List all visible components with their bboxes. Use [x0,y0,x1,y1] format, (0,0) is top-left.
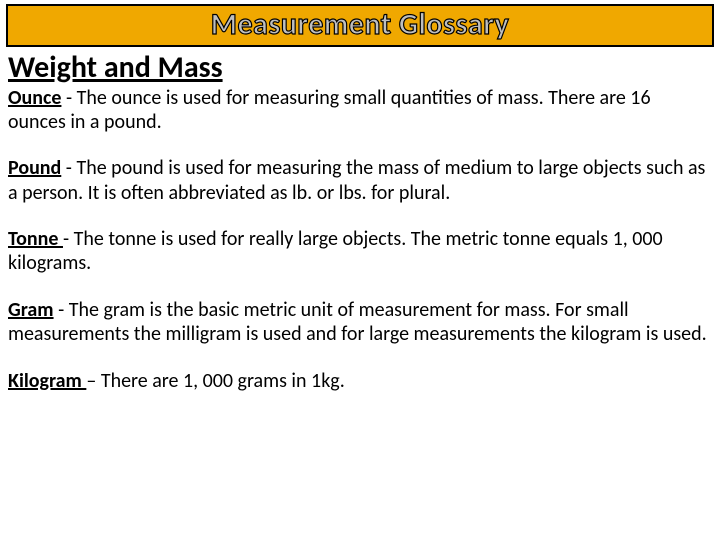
section-heading: Weight and Mass [0,49,720,86]
term-label: Pound [8,156,61,180]
term-sep: - [61,86,76,110]
term-definition: The ounce is used for measuring small qu… [8,86,651,134]
glossary-entry: Pound - The pound is used for measuring … [0,156,720,205]
term-label: Ounce [8,86,61,110]
term-definition: There are 1, 000 grams in 1kg. [101,369,345,393]
glossary-entry: Tonne - The tonne is used for really lar… [0,227,720,276]
term-sep: – [86,369,100,393]
term-sep: - [54,298,69,322]
term-definition: The pound is used for measuring the mass… [8,156,705,204]
glossary-entry: Gram - The gram is the basic metric unit… [0,298,720,347]
glossary-entry: Ounce - The ounce is used for measuring … [0,86,720,135]
glossary-entry: Kilogram – There are 1, 000 grams in 1kg… [0,369,720,393]
term-label: Gram [8,298,54,322]
term-label: Tonne [8,227,63,251]
banner-title: Measurement Glossary [8,8,712,41]
title-banner: Measurement Glossary [6,4,714,47]
term-label: Kilogram [8,369,86,393]
term-sep: - [63,227,74,251]
term-sep: - [61,156,76,180]
term-definition: The gram is the basic metric unit of mea… [8,298,707,346]
term-definition: The tonne is used for really large objec… [8,227,663,275]
